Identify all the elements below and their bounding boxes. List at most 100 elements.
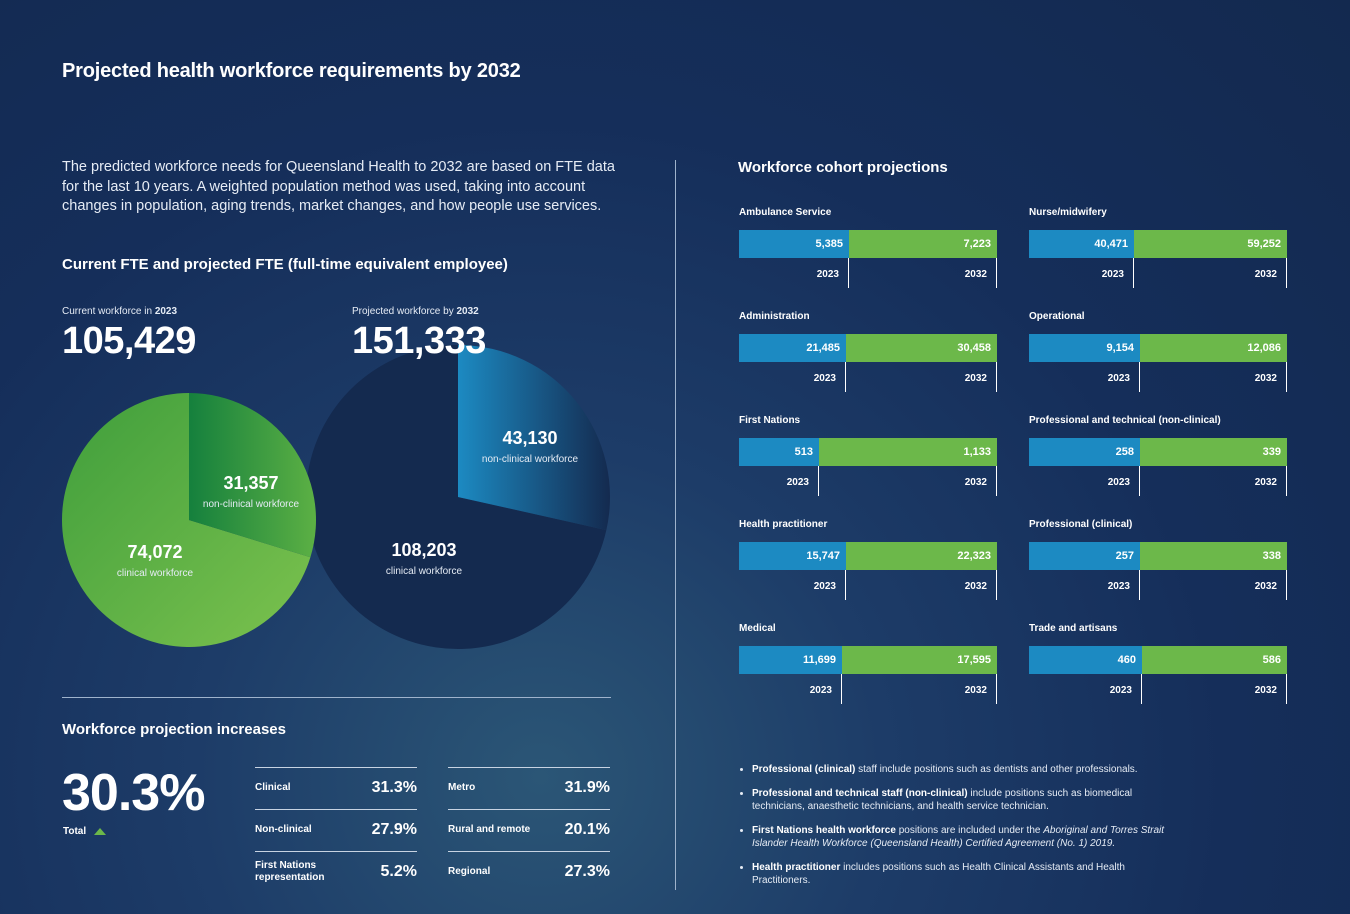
tick-2032	[996, 466, 997, 496]
tick-2023	[845, 362, 846, 392]
bar-2023: 460	[1029, 646, 1142, 674]
tick-2032	[996, 570, 997, 600]
year-label: 2023	[1101, 269, 1124, 280]
cohort-name: Professional and technical (non-clinical…	[1029, 415, 1221, 426]
tick-2023	[845, 570, 846, 600]
tick-2023	[1139, 362, 1140, 392]
note-italic: Aboriginal and Torres Strait Islander He…	[752, 824, 1165, 850]
increase-label: Rural and remote	[448, 823, 531, 835]
projected-label-year: 2032	[456, 306, 479, 317]
projected-workforce-label: Projected workforce by 2032	[352, 306, 479, 317]
increase-value: 27.3%	[564, 862, 610, 880]
intro-paragraph: The predicted workforce needs for Queens…	[62, 159, 615, 214]
footnotes: Professional (clinical) staff include po…	[738, 763, 1168, 898]
year-label: 2023	[813, 373, 836, 384]
bar-2032: 30,458	[846, 334, 997, 362]
cohort-name: Ambulance Service	[739, 207, 832, 218]
increase-value: 5.2%	[380, 862, 417, 880]
cohort-name: Nurse/midwifery	[1029, 207, 1107, 218]
page-title: Projected health workforce requirements …	[62, 60, 521, 82]
pie-projected-clinical-value: 108,203	[391, 540, 457, 560]
tick-2032	[1286, 674, 1287, 704]
year-label: 2032	[1254, 685, 1277, 696]
cohort-heading: Workforce cohort projections	[738, 159, 948, 176]
note-item: First Nations health workforce positions…	[752, 824, 1168, 851]
increase-label: Non-clinical	[255, 823, 312, 835]
increase-row-clinical: Clinical 31.3%	[255, 767, 417, 807]
pie-current-nonclinical-slice	[189, 393, 316, 558]
increase-row-metro: Metro 31.9%	[448, 767, 610, 807]
note-text: positions are included under the	[895, 824, 1044, 836]
year-label: 2032	[1254, 373, 1277, 384]
year-label: 2023	[813, 581, 836, 592]
note-bold: First Nations health workforce	[752, 824, 896, 836]
pie-projected-nonclinical-text: non-clinical workforce	[481, 454, 579, 465]
tick-2023	[1139, 466, 1140, 496]
increase-value: 31.9%	[564, 778, 610, 796]
year-label: 2023	[1107, 373, 1130, 384]
tick-2023	[1133, 258, 1134, 288]
pie-projected-clinical-text: clinical workforce	[385, 566, 463, 577]
bar-2032: 338	[1140, 542, 1287, 570]
increase-label: Metro	[448, 781, 476, 793]
tick-2023	[1141, 674, 1142, 704]
increase-row-rural-remote: Rural and remote 20.1%	[448, 809, 610, 849]
increase-label: Regional	[448, 865, 491, 877]
increase-row-nonclinical: Non-clinical 27.9%	[255, 809, 417, 849]
increase-label: First Nations representation	[255, 859, 325, 883]
year-label: 2032	[964, 685, 987, 696]
tick-2032	[1286, 466, 1287, 496]
year-label: 2032	[964, 269, 987, 280]
increase-value: 20.1%	[564, 820, 610, 838]
pie-charts	[61, 345, 610, 649]
current-workforce-label: Current workforce in 2023	[62, 306, 177, 317]
increase-row-regional: Regional 27.3%	[448, 851, 610, 891]
cohort-bar: 5,385 7,223	[739, 230, 997, 258]
year-label: 2023	[1107, 477, 1130, 488]
up-arrow-icon	[93, 827, 106, 835]
bar-2023: 257	[1029, 542, 1140, 570]
increase-value: 31.3%	[371, 778, 417, 796]
year-label: 2032	[964, 477, 987, 488]
pie-current-nonclinical-label: 31,357 non-clinical workforce	[196, 473, 306, 510]
pie-projected-nonclinical-value: 43,130	[502, 428, 558, 448]
cohort-bar: 257 338	[1029, 542, 1287, 570]
note-bold: Professional and technical staff (non-cl…	[752, 787, 968, 799]
year-label: 2032	[964, 581, 987, 592]
year-label: 2023	[1109, 685, 1132, 696]
total-label-text: Total	[63, 826, 87, 837]
total-increase-label: Total	[63, 826, 107, 837]
projected-total: 151,333	[352, 320, 486, 362]
increase-value: 27.9%	[371, 820, 417, 838]
bar-2023: 9,154	[1029, 334, 1140, 362]
projected-label-prefix: Projected workforce by	[352, 306, 457, 317]
year-label: 2023	[1107, 581, 1130, 592]
year-label: 2032	[1254, 581, 1277, 592]
tick-2032	[996, 674, 997, 704]
cohort-bar: 9,154 12,086	[1029, 334, 1287, 362]
tick-2032	[996, 362, 997, 392]
total-increase-value: 30.3%	[62, 764, 205, 822]
pie-current-clinical-label: 74,072 clinical workforce	[105, 542, 205, 579]
year-label: 2023	[816, 269, 839, 280]
tick-2032	[1286, 362, 1287, 392]
pie-current-clinical-value: 74,072	[127, 542, 183, 562]
tick-2023	[841, 674, 842, 704]
tick-2032	[996, 258, 997, 288]
bar-2032: 339	[1140, 438, 1287, 466]
tick-2023	[1139, 570, 1140, 600]
bar-2023: 15,747	[739, 542, 846, 570]
bar-2032: 22,323	[846, 542, 997, 570]
bar-2023: 513	[739, 438, 819, 466]
cohort-bar: 40,471 59,252	[1029, 230, 1287, 258]
cohort-name: First Nations	[739, 415, 801, 426]
year-label: 2032	[1254, 269, 1277, 280]
note-text: include positions such as biomedical tec…	[752, 787, 1133, 813]
note-item: Health practitioner includes positions s…	[752, 861, 1168, 888]
pie-current-clinical-text: clinical workforce	[116, 568, 194, 579]
year-label: 2032	[964, 373, 987, 384]
cohort-bar: 258 339	[1029, 438, 1287, 466]
cohort-bar: 513 1,133	[739, 438, 997, 466]
increases-heading: Workforce projection increases	[62, 721, 286, 738]
bar-2032: 7,223	[849, 230, 997, 258]
